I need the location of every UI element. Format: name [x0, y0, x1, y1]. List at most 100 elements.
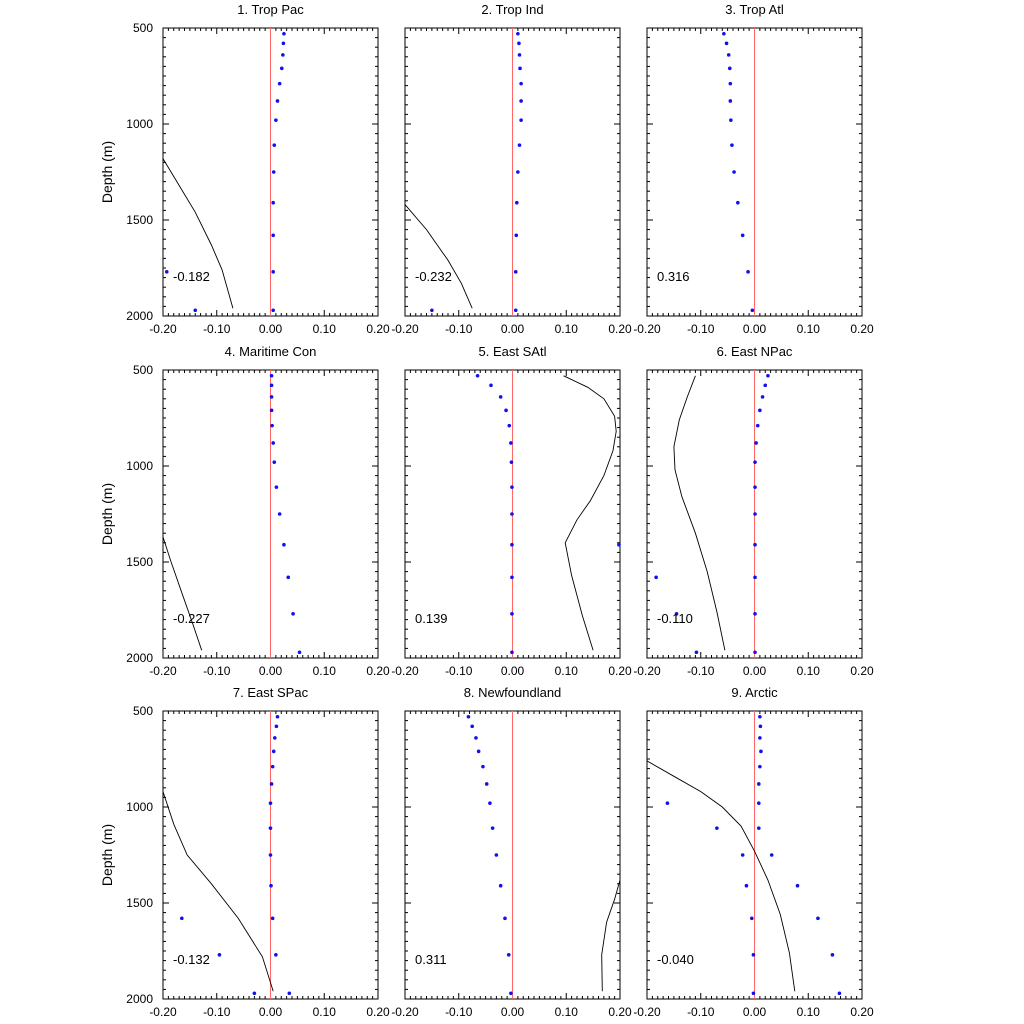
panel-2-point: [516, 31, 520, 36]
panel-6-annotation: -0.110: [657, 611, 693, 626]
panel-1-point: [281, 53, 285, 57]
panel-5-title: 5. East SAtl: [479, 344, 547, 359]
panel-7-xtick-label: 0.20: [366, 1005, 390, 1019]
panel-6-point: [760, 395, 765, 399]
panel-7-annotation: -0.132: [173, 952, 210, 967]
panel-1-point: [272, 143, 277, 147]
panel-6-xtick-label: -0.20: [633, 664, 661, 678]
panel-1-ylabel: Depth (m): [99, 141, 115, 203]
panel-1-point: [271, 270, 275, 274]
panel-1-ytick-label: 2000: [126, 309, 153, 323]
panel-2-point: [430, 308, 434, 313]
panel-2-point: [513, 270, 518, 274]
panel-9-point: [758, 736, 762, 740]
panel-8-xtick-label: 0.10: [555, 1005, 579, 1019]
panel-7-point: [268, 853, 273, 857]
panel-5-point: [510, 612, 514, 616]
panel-2-point: [518, 66, 522, 71]
panel-7-xtick-label: -0.10: [203, 1005, 231, 1019]
panel-9-point: [744, 883, 749, 888]
panel-1-xtick-label: 0.00: [259, 322, 283, 336]
panel-5-xtick-label: 0.00: [501, 664, 525, 678]
panel-6-point: [694, 650, 699, 655]
panel-8-point: [476, 749, 481, 754]
panel-6-point: [766, 373, 770, 378]
panel-9-xtick-label: 0.10: [797, 1005, 821, 1019]
panel-8-point: [494, 853, 499, 857]
panel-7-ytick-label: 1500: [126, 896, 153, 910]
panel-8-point: [490, 826, 495, 830]
panel-9-title: 9. Arctic: [731, 685, 778, 700]
panel-7-xtick-label: -0.20: [149, 1005, 177, 1019]
panel-5-point: [617, 542, 621, 547]
panel-9-point: [751, 953, 756, 957]
panel-9-point: [758, 714, 762, 719]
panel-1-title: 1. Trop Pac: [237, 2, 304, 17]
panel-6-point: [753, 542, 757, 547]
panel-4-annotation: -0.227: [173, 611, 210, 626]
panel-3-point: [730, 143, 734, 147]
panel-5-point: [489, 383, 493, 388]
panel-4-curve: [162, 536, 203, 651]
panel-4-point: [269, 395, 274, 399]
panel-7-ytick-label: 2000: [126, 992, 153, 1006]
panel-7-point: [271, 749, 276, 754]
panel-1-point: [274, 118, 278, 122]
panel-8-point: [488, 801, 492, 805]
panel-1-point: [275, 99, 280, 103]
panel-2-annotation: -0.232: [415, 269, 452, 284]
panel-2-point: [515, 200, 519, 205]
panel-8-point: [466, 714, 471, 719]
panel-9-point: [715, 826, 719, 830]
panel-6-point: [753, 612, 757, 616]
panel-5-point: [498, 395, 503, 399]
panel-4-point: [274, 485, 279, 489]
panel-2-title: 2. Trop Ind: [481, 2, 543, 17]
panel-9-point: [837, 991, 842, 996]
panel-7-point: [270, 916, 275, 921]
panel-8-point: [506, 953, 511, 957]
panel-9-xtick-label: -0.20: [633, 1005, 661, 1019]
panel-7-point: [273, 736, 277, 740]
panel-1-xtick-label: -0.20: [149, 322, 177, 336]
panel-4-point: [271, 441, 275, 445]
panel-5-point: [510, 650, 514, 655]
panel-3-point: [736, 200, 740, 205]
panel-3-point: [750, 308, 755, 313]
panel-4-point: [277, 512, 282, 516]
panel-6-point: [753, 575, 757, 580]
panel-2-point: [516, 170, 520, 174]
panel-9-point: [759, 749, 763, 754]
panel-3-annotation: 0.316: [657, 269, 690, 284]
panel-6-xtick-label: 0.10: [797, 664, 821, 678]
panel-6-point: [753, 650, 757, 655]
panel-4-point: [270, 423, 274, 428]
panel-8-xtick-label: 0.20: [608, 1005, 632, 1019]
panel-8-annotation: 0.311: [415, 952, 447, 967]
panel-4-xtick-label: 0.10: [313, 664, 337, 678]
panel-3-point: [740, 233, 745, 238]
panel-8-title: 8. Newfoundland: [464, 685, 562, 700]
panel-6-title: 6. East NPac: [717, 344, 793, 359]
panel-5-curve: [563, 375, 617, 651]
panel-7-ytick-label: 1000: [126, 800, 153, 814]
panel-8-point: [474, 736, 478, 740]
panel-3-point: [729, 118, 733, 122]
panel-8-xtick-label: 0.00: [501, 1005, 525, 1019]
panel-1-ytick-label: 1000: [126, 117, 153, 131]
panel-7-point: [275, 714, 280, 719]
panel-7-point: [274, 953, 278, 957]
panel-7-xtick-label: 0.10: [313, 1005, 337, 1019]
panel-7-point: [268, 801, 273, 805]
panel-9-point: [757, 826, 761, 830]
panel-3-xtick-label: 0.20: [850, 322, 874, 336]
panel-9-point: [757, 801, 761, 805]
panel-2-point: [514, 233, 519, 238]
panel-9-xtick-label: 0.20: [850, 1005, 874, 1019]
panel-7-point: [268, 826, 273, 830]
panel-5-point: [510, 485, 514, 489]
panel-6-xtick-label: -0.10: [687, 664, 715, 678]
panel-8-point: [498, 883, 503, 888]
panel-8-point: [509, 991, 513, 996]
panel-5-xtick-label: -0.20: [391, 664, 419, 678]
